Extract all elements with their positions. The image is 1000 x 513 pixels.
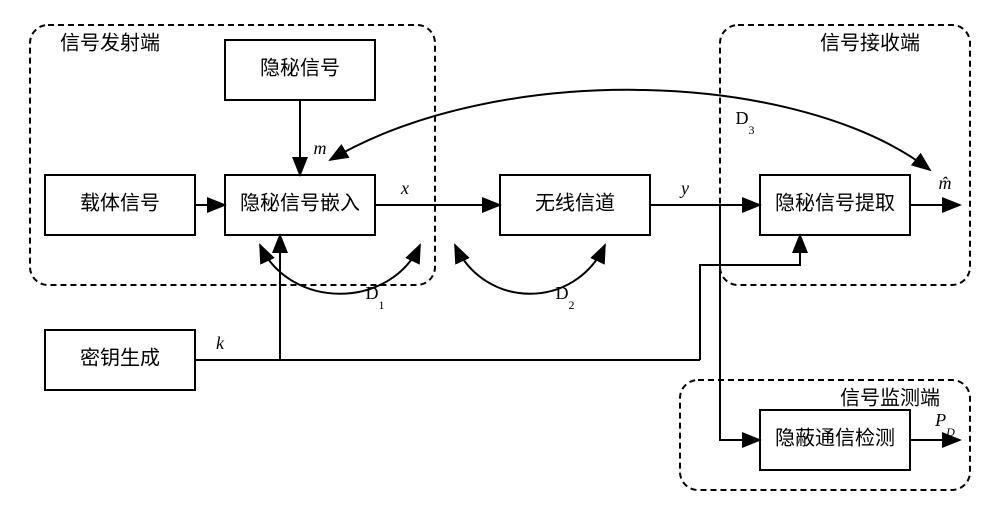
edge-x-label: x (400, 178, 409, 198)
edge-k-to-extract (700, 235, 800, 360)
edge-k-label: k (216, 333, 225, 353)
svg-text:隐秘信号提取: 隐秘信号提取 (775, 192, 895, 215)
group-rx: 信号接收端 (720, 25, 970, 285)
svg-text:无线信道: 无线信道 (535, 192, 615, 215)
node-detect: 隐蔽通信检测 (760, 410, 910, 470)
diagram-canvas: 信号发射端 信号接收端 信号监测端 隐秘信号 载体信号 隐秘信号嵌入 无线信道 … (0, 0, 1000, 513)
svg-text:隐秘信号嵌入: 隐秘信号嵌入 (240, 192, 360, 215)
node-channel: 无线信道 (500, 175, 650, 235)
edge-mhat-label: m̂ (939, 173, 952, 193)
node-secret-signal: 隐秘信号 (225, 40, 375, 100)
loop-d2-label: D2 (556, 283, 575, 312)
loop-d1-label: D1 (366, 283, 385, 312)
group-rx-label: 信号接收端 (820, 32, 920, 55)
edge-m-label: m (314, 138, 327, 158)
edge-y-label: y (679, 178, 689, 198)
loop-d3-label: D3 (736, 108, 755, 137)
svg-text:隐蔽通信检测: 隐蔽通信检测 (775, 427, 895, 450)
node-carrier-signal: 载体信号 (45, 175, 195, 235)
loop-d1 (260, 245, 420, 294)
edge-y-to-detect (720, 205, 760, 440)
svg-text:载体信号: 载体信号 (80, 192, 160, 215)
loop-d3 (330, 90, 930, 170)
loop-d2 (455, 245, 605, 294)
edge-pd-label: PD (934, 410, 955, 439)
group-mon-label: 信号监测端 (840, 387, 940, 410)
node-extract: 隐秘信号提取 (760, 175, 910, 235)
node-keygen: 密钥生成 (45, 330, 195, 390)
node-embed: 隐秘信号嵌入 (225, 175, 375, 235)
group-tx-label: 信号发射端 (60, 32, 160, 55)
svg-text:隐秘信号: 隐秘信号 (260, 57, 340, 80)
svg-text:密钥生成: 密钥生成 (80, 347, 160, 370)
